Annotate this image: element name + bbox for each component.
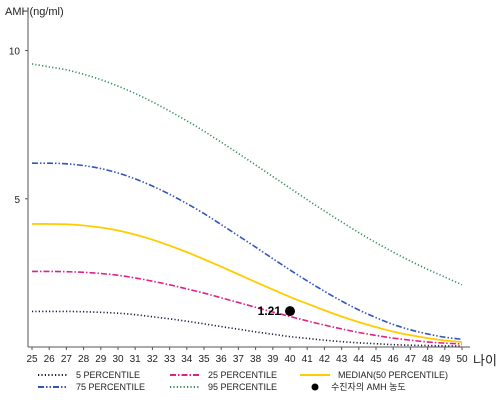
x-tick-label: 36 — [216, 354, 228, 365]
x-tick-label: 44 — [353, 354, 365, 365]
legend-label-3: 75 PERCENTILE — [76, 382, 145, 392]
patient-marker — [285, 306, 295, 317]
x-axis-label: 나이 — [473, 353, 497, 368]
x-tick-label: 33 — [164, 354, 176, 365]
x-tick-label: 28 — [78, 354, 90, 365]
x-tick-label: 29 — [95, 354, 107, 365]
legend-label-2: MEDIAN(50 PERCENTILE) — [338, 370, 448, 380]
x-tick-label: 39 — [267, 354, 279, 365]
x-tick-label: 40 — [284, 354, 296, 365]
series-line-4 — [31, 63, 463, 286]
x-tick-label: 25 — [26, 354, 38, 365]
x-tick-label: 32 — [147, 354, 159, 365]
legend-label-1: 25 PERCENTILE — [208, 370, 277, 380]
x-tick-label: 27 — [61, 354, 73, 365]
x-tick-label: 35 — [198, 354, 210, 365]
y-tick-label: 5 — [14, 195, 20, 206]
legend-label-4: 95 PERCENTILE — [208, 382, 277, 392]
legend-label-0: 5 PERCENTILE — [76, 370, 140, 380]
y-axis-label: AMH(ng/ml) — [5, 6, 64, 18]
x-tick-label: 41 — [302, 354, 314, 365]
x-tick-label: 48 — [422, 354, 434, 365]
legend-marker-swatch — [311, 383, 319, 391]
x-tick-label: 45 — [370, 354, 382, 365]
x-tick-label: 31 — [130, 354, 142, 365]
legend-marker-label: 수진자의 AMH 농도 — [331, 382, 406, 392]
plot-area: 1.21 — [31, 63, 463, 347]
x-tick-label: 34 — [181, 354, 193, 365]
series-line-0 — [32, 310, 463, 347]
x-tick-label: 30 — [112, 354, 124, 365]
x-tick-label: 38 — [250, 354, 262, 365]
series-line-3 — [31, 162, 463, 341]
x-tick-label: 50 — [456, 354, 468, 365]
patient-marker-label: 1.21 — [258, 304, 282, 318]
y-tick-label: 10 — [9, 47, 21, 58]
series-line-1 — [31, 270, 463, 345]
x-tick-label: 37 — [233, 354, 245, 365]
x-tick-label: 42 — [319, 354, 331, 365]
axes: 5 10 25 26 27 28 29 30 31 32 33 34 35 36 37 38 39 40 41 42 4… — [9, 10, 470, 365]
legend: 5 PERCENTILE 25 PERCENTILE MEDIAN(50 PERCE… — [38, 370, 448, 392]
x-tick-label: 49 — [439, 354, 451, 365]
x-tick-label: 46 — [388, 354, 400, 365]
x-tick-label: 26 — [44, 354, 56, 365]
x-tick-label: 43 — [336, 354, 348, 365]
series-line-2 — [31, 223, 463, 343]
x-tick-label: 47 — [405, 354, 417, 365]
